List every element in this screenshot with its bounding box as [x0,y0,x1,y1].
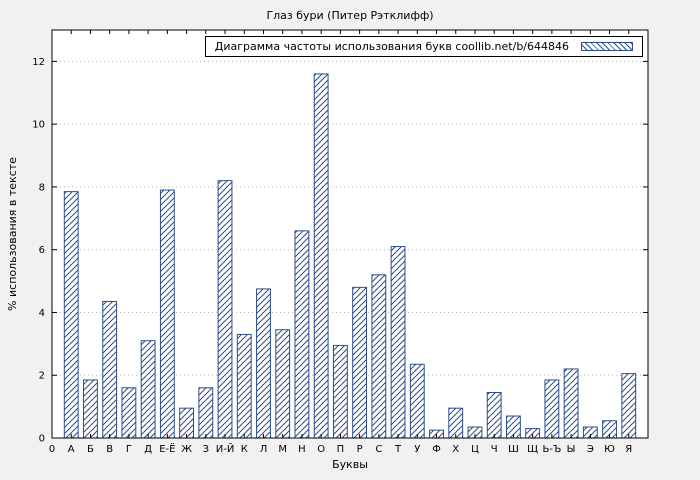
svg-text:Я: Я [625,444,632,455]
svg-text:М: М [278,444,287,455]
svg-text:Л: Л [260,444,268,455]
svg-text:Ы: Ы [567,444,576,455]
svg-text:Ч: Ч [491,444,498,455]
svg-text:Ю: Ю [604,444,615,455]
svg-text:У: У [414,444,420,455]
svg-text:А: А [68,444,75,455]
svg-text:Ф: Ф [432,444,441,455]
svg-text:0: 0 [49,444,55,455]
svg-text:8: 8 [39,182,45,193]
svg-text:6: 6 [39,245,45,256]
svg-text:4: 4 [39,308,45,319]
svg-text:Щ: Щ [527,444,538,455]
x-axis-title: Буквы [332,458,368,471]
svg-text:В: В [106,444,113,455]
legend: Диаграмма частоты использования букв coo… [204,36,643,57]
svg-text:Д: Д [144,444,152,455]
svg-text:Г: Г [126,444,132,455]
svg-text:2: 2 [39,371,45,382]
svg-text:Е-Ё: Е-Ё [159,442,175,455]
svg-text:И-Й: И-Й [216,442,235,455]
svg-text:Э: Э [587,444,594,455]
svg-text:12: 12 [32,57,45,68]
legend-bar-swatch [581,42,633,51]
svg-text:О: О [317,444,325,455]
y-axis-title: % использования в тексте [6,157,19,311]
svg-text:З: З [203,444,209,455]
svg-text:Н: Н [298,444,306,455]
svg-text:Ц: Ц [471,444,479,455]
svg-text:К: К [241,444,248,455]
svg-text:Ь-Ъ: Ь-Ъ [542,444,561,455]
svg-text:Б: Б [87,444,94,455]
legend-label: Диаграмма частоты использования букв coo… [214,40,569,53]
svg-text:С: С [375,444,382,455]
svg-text:Х: Х [452,444,459,455]
svg-text:10: 10 [32,120,45,131]
svg-text:0: 0 [39,434,45,445]
svg-text:Ш: Ш [508,444,519,455]
svg-text:Ж: Ж [181,444,192,455]
chart-title: Глаз бури (Питер Рэтклифф) [266,9,434,22]
svg-text:Р: Р [357,444,363,455]
svg-text:П: П [337,444,345,455]
svg-text:Т: Т [394,444,402,455]
